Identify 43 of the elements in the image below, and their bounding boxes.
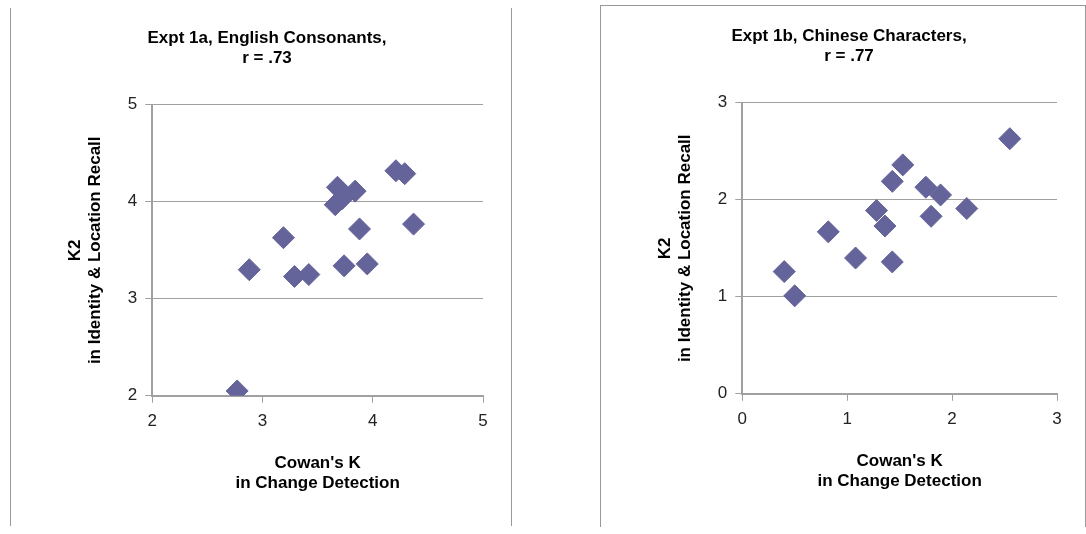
- point: [873, 214, 897, 238]
- point: [402, 212, 426, 236]
- point: [783, 284, 807, 308]
- point: [343, 179, 367, 203]
- x-tick-label: 2: [147, 410, 157, 430]
- point: [914, 175, 938, 199]
- x-tick-label: 0: [737, 408, 747, 428]
- x-tick-label: 4: [368, 410, 378, 430]
- y-tick-label: 2: [127, 385, 138, 405]
- point: [816, 220, 840, 244]
- point: [998, 127, 1022, 151]
- x-tick-label: 3: [257, 410, 268, 430]
- y-tick-label: 4: [127, 191, 138, 211]
- x-tick-label: 2: [947, 408, 957, 428]
- point: [880, 250, 904, 274]
- x-axis-title: Cowan's K in Change Detection: [817, 451, 982, 491]
- y-axis-title: K2 in Identity & Location Recall: [64, 136, 105, 365]
- chart-title: Expt 1b, Chinese Characters, r = .77: [731, 25, 967, 66]
- y-tick-label: 5: [127, 94, 138, 114]
- point: [880, 169, 904, 193]
- point: [355, 252, 379, 276]
- point: [919, 204, 943, 228]
- x-tick-label: 1: [842, 408, 852, 428]
- point: [844, 246, 868, 270]
- point: [271, 226, 295, 250]
- point: [237, 258, 261, 282]
- point: [955, 197, 979, 221]
- y-axis-title: K2 in Identity & Location Recall: [654, 134, 695, 363]
- point: [865, 198, 889, 222]
- point: [772, 260, 796, 284]
- y-tick-label: 3: [127, 288, 138, 308]
- x-tick-label: 5: [478, 410, 488, 430]
- point: [332, 254, 356, 278]
- x-axis-title: Cowan's K in Change Detection: [235, 453, 400, 493]
- x-tick-label: 3: [1052, 408, 1062, 428]
- y-tick-label: 1: [717, 286, 728, 306]
- y-tick-label: 3: [717, 92, 728, 112]
- y-tick-label: 0: [717, 383, 728, 403]
- point: [348, 217, 372, 241]
- chart-title: Expt 1a, English Consonants, r = .73: [147, 27, 387, 68]
- y-tick-label: 2: [717, 189, 728, 209]
- point: [891, 153, 915, 177]
- point: [929, 183, 953, 207]
